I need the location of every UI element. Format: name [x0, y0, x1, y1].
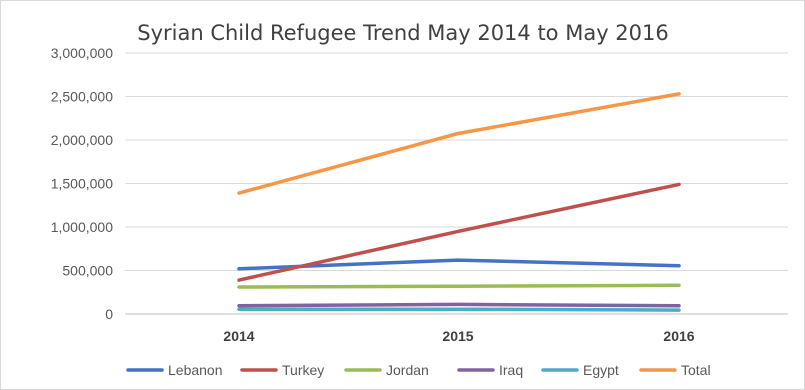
legend-label: Jordan — [386, 362, 429, 378]
series-egypt — [237, 307, 681, 312]
data-point — [677, 283, 681, 287]
data-point — [237, 304, 241, 308]
data-point — [237, 278, 241, 282]
data-point — [677, 308, 681, 312]
legend-item-turkey: Turkey — [240, 362, 324, 378]
series-line — [237, 92, 681, 195]
legend-label: Total — [681, 362, 711, 378]
data-point — [237, 307, 241, 311]
x-tick-label: 2016 — [663, 328, 694, 344]
chart-title: Syrian Child Refugee Trend May 2014 to M… — [137, 21, 669, 45]
legend-label: Turkey — [282, 362, 324, 378]
x-axis-tick-labels: 2014 2015 2016 — [223, 328, 694, 344]
legend-item-lebanon: Lebanon — [126, 362, 223, 378]
legend-label: Iraq — [499, 362, 523, 378]
data-point — [677, 304, 681, 308]
legend-item-jordan: Jordan — [344, 362, 429, 378]
gridlines — [125, 52, 788, 315]
series-turkey — [237, 182, 681, 282]
legend-item-total: Total — [639, 362, 711, 378]
data-point — [456, 284, 460, 288]
legend-item-iraq: Iraq — [457, 362, 523, 378]
data-point — [456, 132, 460, 135]
y-tick-label: 2,000,000 — [51, 132, 113, 148]
y-tick-label: 1,000,000 — [51, 219, 113, 235]
y-tick-label: 2,500,000 — [51, 89, 113, 105]
data-point — [456, 258, 460, 262]
data-point — [237, 285, 241, 289]
series-jordan — [237, 283, 681, 289]
data-point — [677, 182, 681, 186]
y-tick-label: 3,000,000 — [51, 45, 113, 61]
series-iraq — [237, 302, 681, 308]
y-tick-label: 500,000 — [62, 263, 113, 279]
legend-item-egypt: Egypt — [541, 362, 619, 378]
series-lebanon — [237, 258, 681, 271]
data-point — [456, 302, 460, 306]
y-tick-label: 0 — [105, 306, 113, 322]
legend-label: Lebanon — [168, 362, 223, 378]
data-point — [677, 92, 681, 96]
data-point — [456, 307, 460, 311]
x-tick-label: 2014 — [223, 328, 254, 344]
legend-label: Egypt — [583, 362, 619, 378]
data-point — [677, 264, 681, 268]
data-point — [456, 229, 460, 233]
y-tick-label: 1,500,000 — [51, 176, 113, 192]
series-lines — [237, 92, 681, 312]
data-point — [237, 191, 241, 195]
legend: Lebanon Turkey Jordan Iraq Egypt Total — [126, 362, 711, 378]
series-total — [237, 92, 681, 195]
data-point — [237, 267, 241, 271]
y-axis-tick-labels: 0 500,000 1,000,000 1,500,000 2,000,000 2,500… — [51, 45, 114, 322]
x-tick-label: 2015 — [442, 328, 473, 344]
